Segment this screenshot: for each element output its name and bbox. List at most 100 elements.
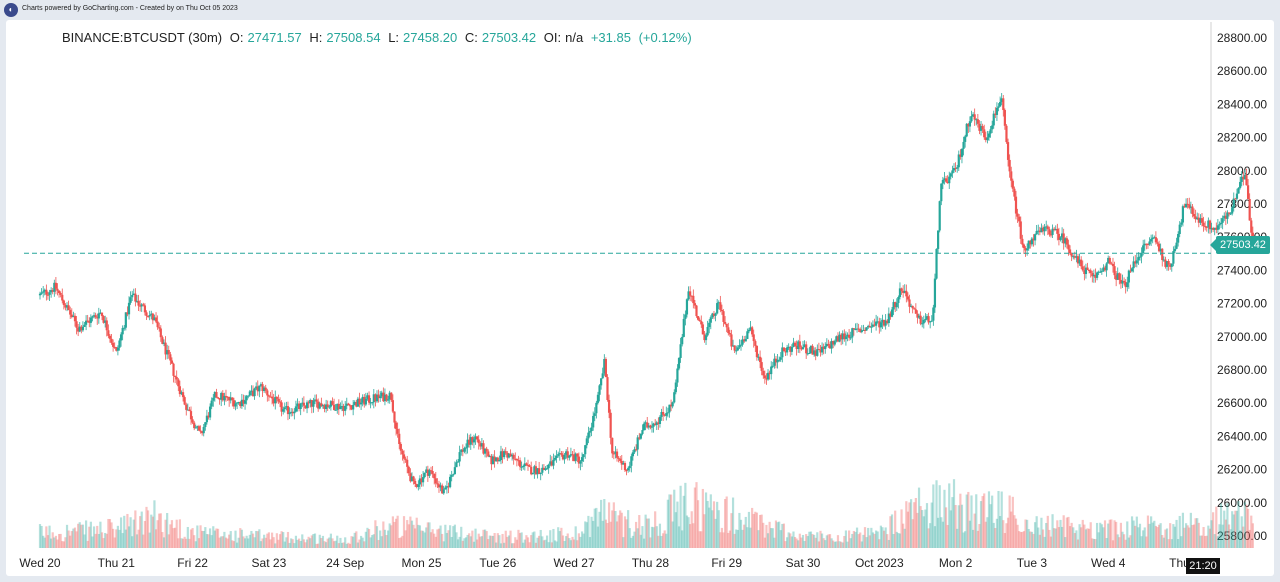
candle-body <box>1180 222 1183 225</box>
volume-bar <box>404 530 407 548</box>
candle-body <box>563 454 566 460</box>
candle-body <box>1183 206 1186 208</box>
candle-body <box>1010 171 1013 181</box>
volume-bar <box>681 530 684 548</box>
volume-bar <box>64 537 67 548</box>
volume-bar <box>175 519 178 548</box>
close-label: C: <box>464 30 478 45</box>
candle-body <box>393 411 396 423</box>
candle-body <box>1049 234 1053 236</box>
volume-bar <box>118 529 121 548</box>
volume-bar <box>1089 522 1092 548</box>
candle-body <box>600 378 603 386</box>
candle-body <box>490 456 493 465</box>
candle-body <box>84 320 88 325</box>
volume-bar <box>449 525 452 548</box>
volume-bar <box>997 490 1000 548</box>
candle-body <box>1037 230 1040 232</box>
volume-bar <box>671 521 674 548</box>
x-tick-label: Thu 21 <box>98 556 136 570</box>
volume-bar <box>1018 531 1021 548</box>
candle-body <box>1234 198 1237 200</box>
candle-body <box>906 296 910 300</box>
candle-body <box>749 327 752 330</box>
volume-bar <box>1153 520 1156 548</box>
volume-bar <box>196 525 199 548</box>
candle-body <box>350 405 353 410</box>
candle-body <box>476 436 479 440</box>
candle-body <box>557 454 560 456</box>
volume-bar <box>207 534 210 548</box>
volume-bar <box>557 527 560 548</box>
candle-body <box>255 386 258 389</box>
volume-bar <box>674 512 677 548</box>
candle-body <box>267 395 270 397</box>
candle-body <box>97 313 100 319</box>
candle-body <box>1192 214 1196 217</box>
candle-body <box>573 454 576 461</box>
candle-body <box>771 365 774 367</box>
candle-body <box>1075 256 1078 258</box>
volume-bar <box>380 536 383 548</box>
candle-body <box>232 400 236 407</box>
chart-panel[interactable] <box>6 20 1274 576</box>
volume-bar <box>1148 523 1151 548</box>
candle-body <box>466 439 469 448</box>
volume-bar <box>429 532 433 548</box>
volume-bar <box>530 535 533 548</box>
candle-body <box>1130 268 1134 272</box>
candle-body <box>1019 221 1022 239</box>
candle-body <box>763 375 766 379</box>
volume-bar <box>868 535 871 548</box>
candle-body <box>110 338 113 343</box>
candle-body <box>693 303 697 306</box>
candle-body <box>234 403 237 407</box>
candle-body <box>1202 222 1205 227</box>
volume-bar <box>1041 529 1045 548</box>
candle-body <box>580 457 584 462</box>
volume-bar <box>1167 539 1170 548</box>
volume-bar <box>126 513 129 548</box>
volume-bar <box>474 528 477 548</box>
volume-bar <box>600 499 603 548</box>
volume-bar <box>668 494 671 548</box>
volume-bar <box>607 502 611 548</box>
volume-bar <box>778 521 781 548</box>
volume-bar <box>919 506 922 548</box>
candle-body <box>1164 259 1167 267</box>
candle-body <box>592 415 595 428</box>
volume-bar <box>935 480 938 548</box>
volume-bar <box>221 536 224 548</box>
volume-bar <box>1219 503 1223 548</box>
candle-body <box>987 133 991 138</box>
candle-body <box>358 398 361 405</box>
candle-body <box>690 295 693 297</box>
volume-bar <box>323 541 326 548</box>
volume-bar <box>391 516 394 548</box>
candle-body <box>719 302 722 310</box>
volume-bar <box>468 533 471 548</box>
volume-bar <box>272 537 275 548</box>
candle-body <box>1099 271 1102 273</box>
candle-body <box>355 401 358 407</box>
volume-bar <box>476 539 479 548</box>
candle-body <box>186 409 189 411</box>
volume-bar <box>770 528 773 548</box>
candle-body <box>339 406 342 410</box>
candle-body <box>132 293 135 296</box>
candle-body <box>291 411 294 414</box>
volume-bar <box>442 541 445 548</box>
candle-body <box>1231 207 1234 214</box>
volume-bar <box>765 524 768 548</box>
candle-body <box>841 333 844 340</box>
volume-bar <box>61 541 64 548</box>
candle-body <box>1210 228 1213 230</box>
volume-bar <box>1130 516 1134 548</box>
volume-bar <box>499 543 503 548</box>
candle-body <box>433 473 436 479</box>
candle-body <box>42 291 45 293</box>
candle-body <box>727 327 730 334</box>
candle-body <box>1145 243 1148 245</box>
volume-bar <box>77 523 80 548</box>
